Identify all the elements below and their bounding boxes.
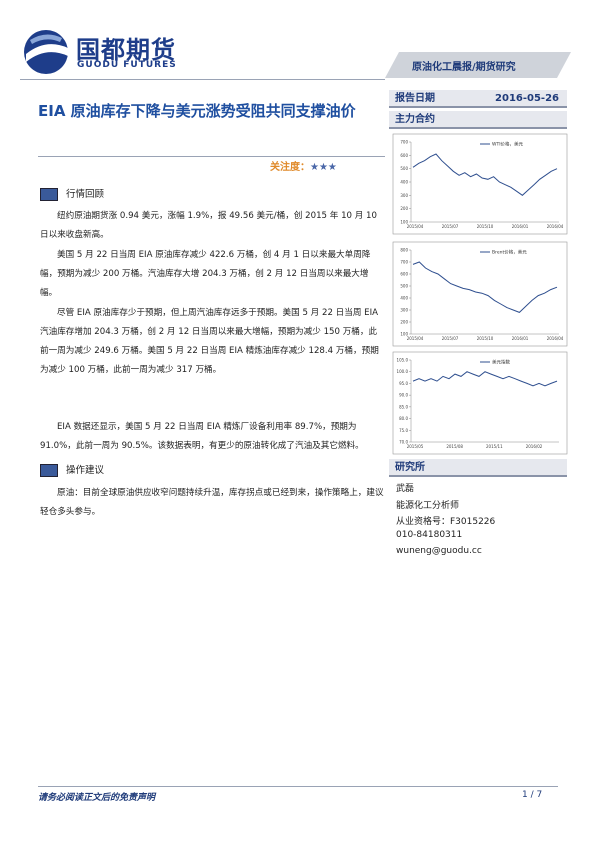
paragraph: 纽约原油期货涨 0.94 美元，涨幅 1.9%，报 49.56 美元/桶，创 2… [40,211,377,240]
y-tick-label: 500 [400,166,408,171]
x-tick-label: 2016/02 [526,444,543,449]
logo-en: GUODU FUTURES [77,60,177,70]
x-tick-label: 2016/01 [512,224,529,229]
x-tick-label: 2015/11 [486,444,503,449]
research-line: wuneng@guodu.cc [396,546,482,556]
x-tick-label: 2015/07 [442,336,459,341]
header-rule [20,79,385,80]
y-tick-label: 400 [400,180,408,185]
y-tick-label: 85.0 [399,404,408,409]
banner-shape [385,52,571,78]
attention-label: 关注度： [270,162,310,173]
y-tick-label: 100 [400,220,408,225]
section-heading: 操作建议 [40,462,104,477]
series-line [412,261,558,313]
footer-rule [38,786,558,787]
page-number: 1 / 7 [522,790,543,800]
section-heading: 行情回顾 [40,186,104,201]
x-tick-label: 2015/07 [442,224,459,229]
disclaimer: 请务必阅读正文后的免责声明 [38,793,156,803]
y-tick-label: 70.0 [399,440,408,445]
legend-label: WTI价格，美元 [492,141,524,148]
legend-label: 美元指数 [492,359,510,366]
y-tick-label: 200 [400,206,408,211]
section-heading-text: 行情回顾 [66,189,105,200]
logo-icon [24,30,68,74]
research-line: 从业资格号：F3015226 [396,517,496,527]
title-rule [38,156,385,157]
y-tick-label: 100 [400,332,408,337]
y-tick-label: 800 [400,248,408,253]
attention: 关注度：★★★ [270,158,337,173]
main-contract-bar: 主力合约 [389,111,567,129]
chart-frame [392,351,568,455]
x-tick-label: 2015/10 [477,224,494,229]
y-tick-label: 600 [400,153,408,158]
report-date-bar: 报告日期 2016-05-26 [389,90,567,108]
charts: 100 200 300 400 500 600 700 2015/04 2015/07 2015/… [392,133,568,455]
x-tick-label: 2015/10 [477,336,494,341]
x-tick-label: 2016/01 [512,336,529,341]
y-tick-label: 400 [400,296,408,301]
y-tick-label: 500 [400,284,408,289]
research-line: 武磊 [396,484,415,494]
x-tick-label: 2015/04 [407,224,424,229]
y-tick-label: 700 [400,260,408,265]
y-tick-label: 80.0 [399,416,408,421]
x-tick-label: 2015/05 [407,444,424,449]
section-heading-text: 操作建议 [66,465,105,476]
attention-stars: ★★★ [310,162,337,173]
paragraph: 尽管 EIA 原油库存少于预期，但上周汽油库存远多于预期。美国 5 月 22 日… [40,308,379,375]
y-tick-label: 300 [400,193,408,198]
series-line [412,153,558,196]
x-tick-label: 2015/08 [446,444,463,449]
report-date-label: 报告日期 [395,93,435,104]
y-tick-label: 100.0 [397,369,409,374]
report-title: EIA 原油库存下降与美元涨势受阻共同支撑油价 [38,102,356,120]
legend-label: Brent价格，美元 [492,249,527,256]
series-line [412,371,558,387]
paragraph: 美国 5 月 22 日当周 EIA 原油库存减少 422.6 万桶，创 4 月 … [40,250,371,298]
research-line: 010-84180311 [396,530,463,540]
paragraph: 原油：目前全球原油供应收窄问题持续升温，库存拐点或已经到来，操作策略上，建议轻仓… [40,488,384,517]
x-tick-label: 2016/04 [547,224,564,229]
x-tick-label: 2016/04 [547,336,564,341]
banner-text: 原油化工晨报/期货研究 [412,62,516,73]
research-bar: 研究所 [389,459,567,477]
logo-cn: 国都期货 [76,36,176,64]
y-tick-label: 700 [400,140,408,145]
y-tick-label: 90.0 [399,393,408,398]
research-line: 能源化工分析师 [396,501,460,511]
report-date-value: 2016-05-26 [495,93,559,104]
paragraph: EIA 数据还显示，美国 5 月 22 日当周 EIA 精炼厂设备利用率 89.… [40,422,364,451]
y-tick-label: 75.0 [399,428,408,433]
y-tick-label: 600 [400,272,408,277]
y-tick-label: 300 [400,308,408,313]
chart-frame [392,241,568,347]
y-tick-label: 95.0 [399,381,408,386]
chart-frame [392,133,568,235]
x-tick-label: 2015/04 [407,336,424,341]
y-tick-label: 200 [400,320,408,325]
y-tick-label: 105.0 [397,358,409,363]
